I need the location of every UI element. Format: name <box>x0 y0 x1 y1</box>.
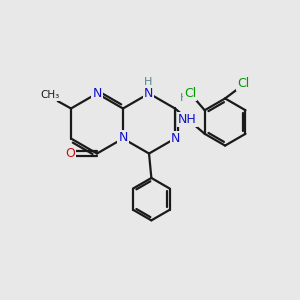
Text: NH: NH <box>178 113 197 126</box>
Text: N: N <box>92 87 102 100</box>
Text: H: H <box>180 93 188 103</box>
Text: Cl: Cl <box>237 77 250 90</box>
Text: Cl: Cl <box>184 87 196 100</box>
Text: N: N <box>171 132 180 145</box>
Text: N: N <box>118 131 128 144</box>
Text: H: H <box>144 77 153 87</box>
Text: N: N <box>144 87 153 100</box>
Text: CH₃: CH₃ <box>41 90 60 100</box>
Text: O: O <box>66 147 75 160</box>
